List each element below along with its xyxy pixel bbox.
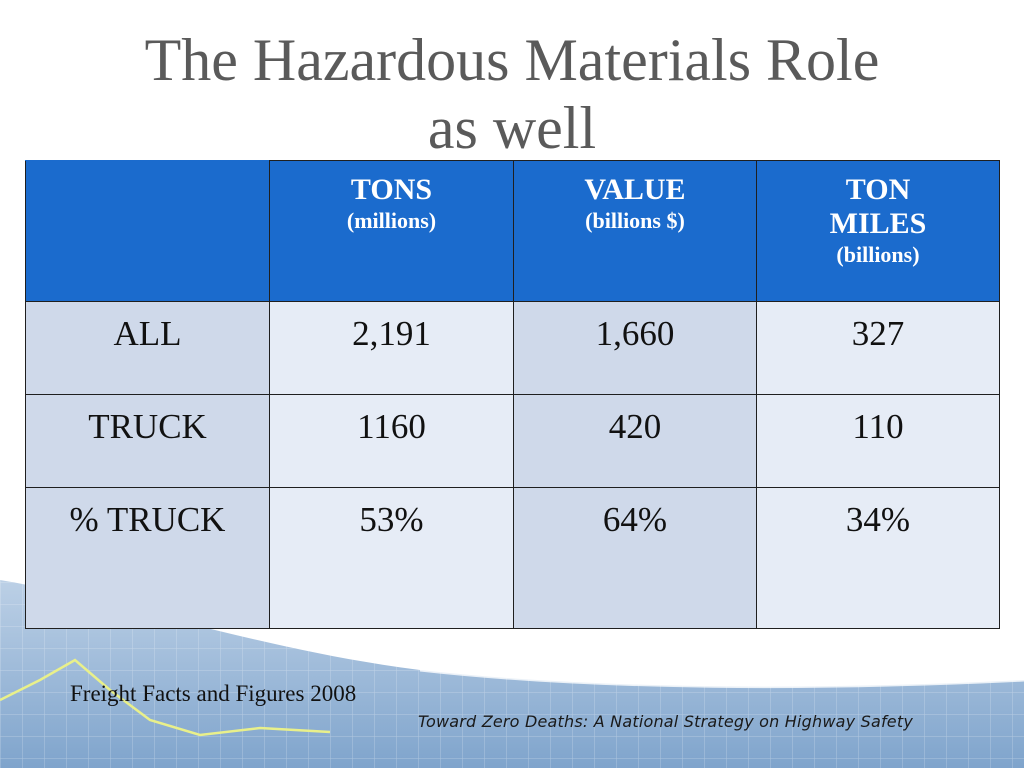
table-header-row: TONS (millions) VALUE (billions $) TON M…	[25, 160, 1000, 302]
header-ton-miles: TON MILES (billions)	[756, 160, 1000, 302]
cell-ton-miles: 327	[756, 301, 1000, 395]
title-line-1: The Hazardous Materials Role	[144, 27, 880, 93]
header-empty	[25, 160, 270, 302]
row-label: ALL	[25, 301, 270, 395]
cell-tons: 1160	[269, 394, 514, 488]
row-label: TRUCK	[25, 394, 270, 488]
cell-ton-miles: 34%	[756, 487, 1000, 629]
footer-tagline: Toward Zero Deaths: A National Strategy …	[418, 712, 913, 731]
header-value-label: VALUE	[584, 173, 686, 206]
freight-table: TONS (millions) VALUE (billions $) TON M…	[25, 160, 1000, 629]
footer-background	[0, 580, 1024, 768]
header-value: VALUE (billions $)	[513, 160, 757, 302]
row-label: % TRUCK	[25, 487, 270, 629]
header-tons-unit: (millions)	[346, 208, 437, 233]
header-tons: TONS (millions)	[269, 160, 514, 302]
header-value-unit: (billions $)	[585, 208, 685, 233]
title-line-2: as well	[427, 95, 597, 161]
header-tons-label: TONS	[350, 173, 433, 206]
table-row: TRUCK 1160 420 110	[25, 394, 1000, 488]
header-ton-miles-unit: (billions)	[836, 242, 920, 267]
cell-tons: 53%	[269, 487, 514, 629]
cell-ton-miles: 110	[756, 394, 1000, 488]
header-ton-miles-label: TON MILES	[829, 173, 927, 240]
source-citation: Freight Facts and Figures 2008	[70, 681, 357, 706]
cell-value: 64%	[513, 487, 757, 629]
slide-title: The Hazardous Materials Role as well	[0, 26, 1024, 162]
cell-value: 1,660	[513, 301, 757, 395]
cell-tons: 2,191	[269, 301, 514, 395]
table-row: % TRUCK 53% 64% 34%	[25, 487, 1000, 629]
cell-value: 420	[513, 394, 757, 488]
table-row: ALL 2,191 1,660 327	[25, 301, 1000, 395]
